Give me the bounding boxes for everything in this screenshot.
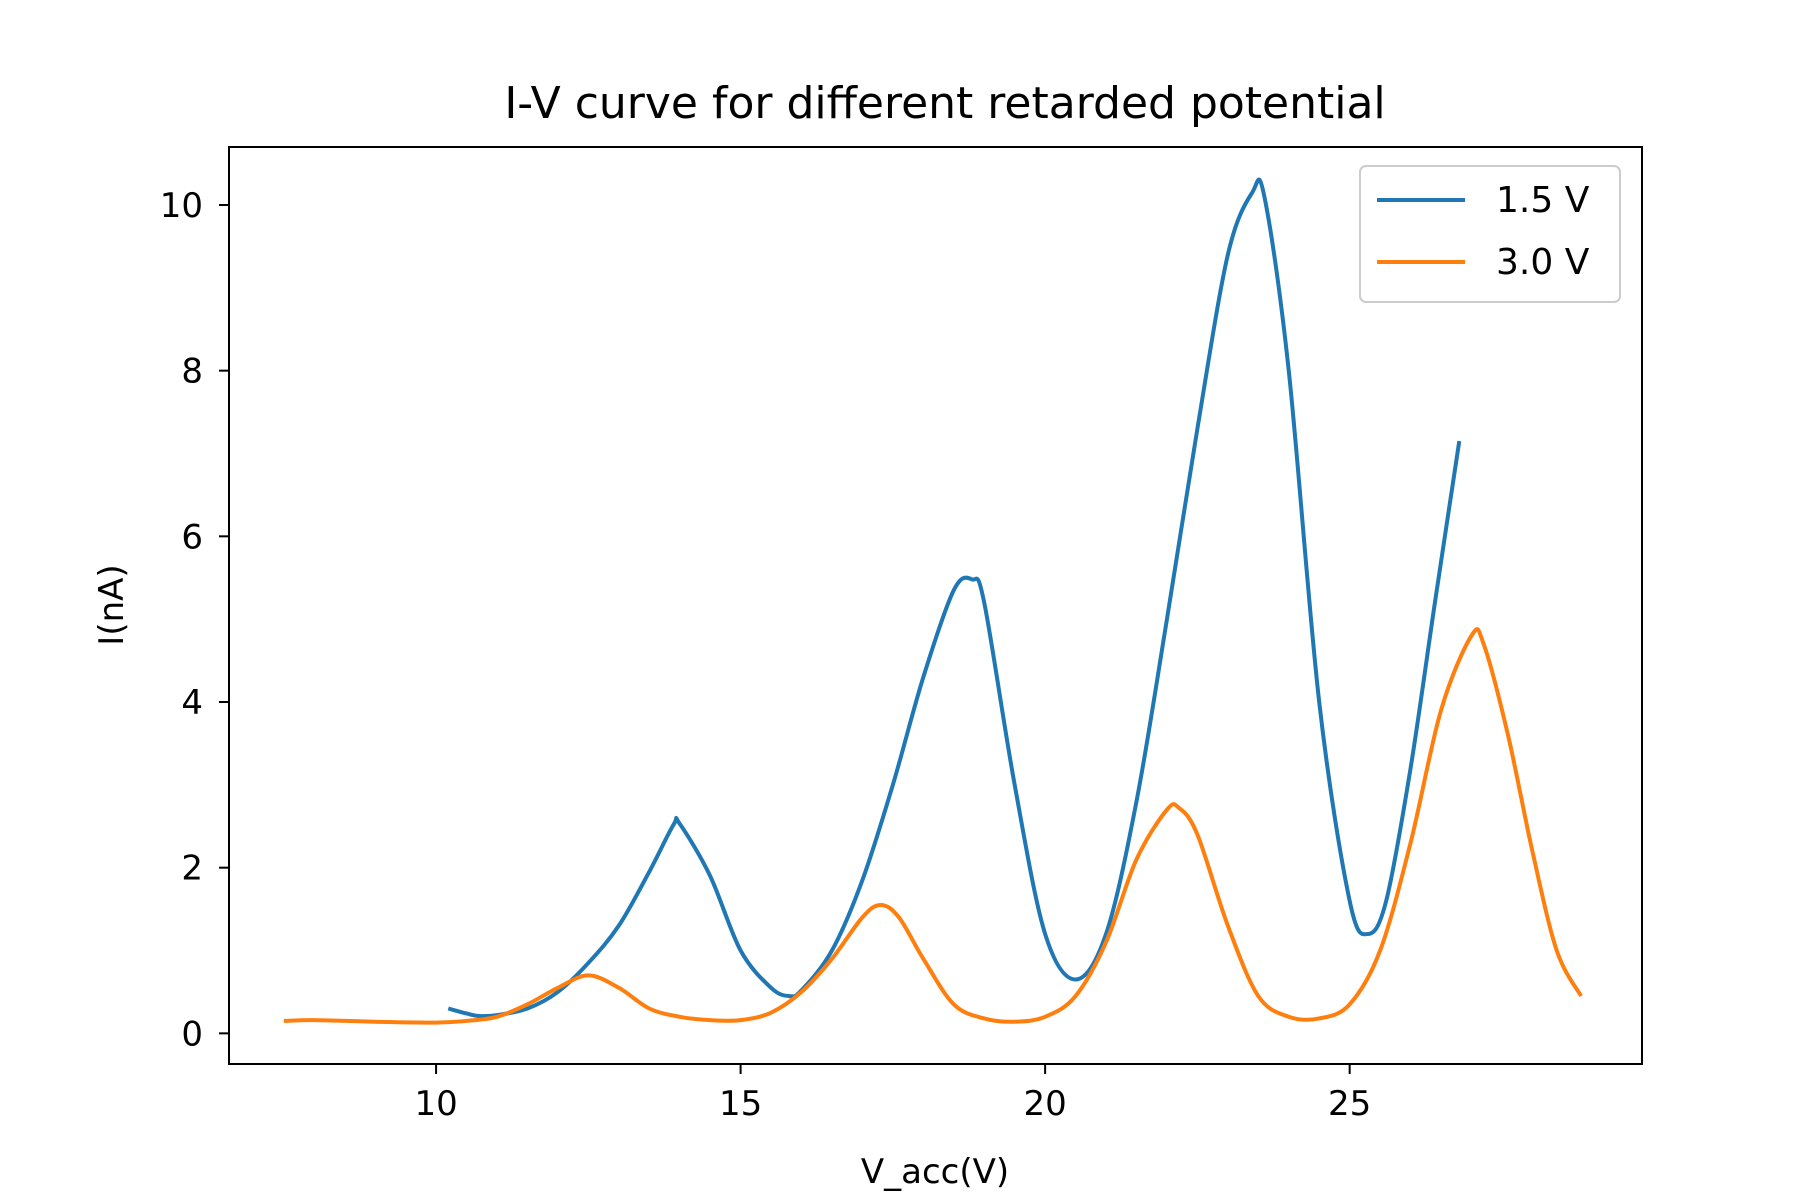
y-axis-label: I(nA) xyxy=(92,564,132,645)
x-tick-label: 15 xyxy=(719,1084,762,1124)
x-tick-label: 10 xyxy=(414,1084,457,1124)
x-axis: 10 15 20 25 xyxy=(414,1064,1371,1124)
x-axis-label: V_acc(V) xyxy=(861,1152,1009,1192)
x-tick-label: 20 xyxy=(1023,1084,1066,1124)
y-tick-label: 2 xyxy=(181,849,203,889)
legend: 1.5 V 3.0 V xyxy=(1359,165,1621,303)
y-tick-label: 0 xyxy=(181,1014,203,1054)
series-line-1-5-v xyxy=(447,177,1462,1019)
y-tick-label: 10 xyxy=(160,186,203,226)
legend-label-3-0-v: 3.0 V xyxy=(1496,242,1590,283)
y-axis: 0 2 4 6 8 10 xyxy=(160,186,229,1054)
y-tick-label: 8 xyxy=(181,352,203,392)
y-tick-label: 4 xyxy=(181,683,203,723)
legend-label-1-5-v: 1.5 V xyxy=(1496,180,1590,221)
series-line-3-0-v xyxy=(283,627,1583,1025)
y-tick-label: 6 xyxy=(181,517,203,557)
x-tick-label: 25 xyxy=(1328,1084,1371,1124)
chart-title: I-V curve for different retarded potenti… xyxy=(504,78,1385,129)
series-layer xyxy=(283,177,1583,1025)
